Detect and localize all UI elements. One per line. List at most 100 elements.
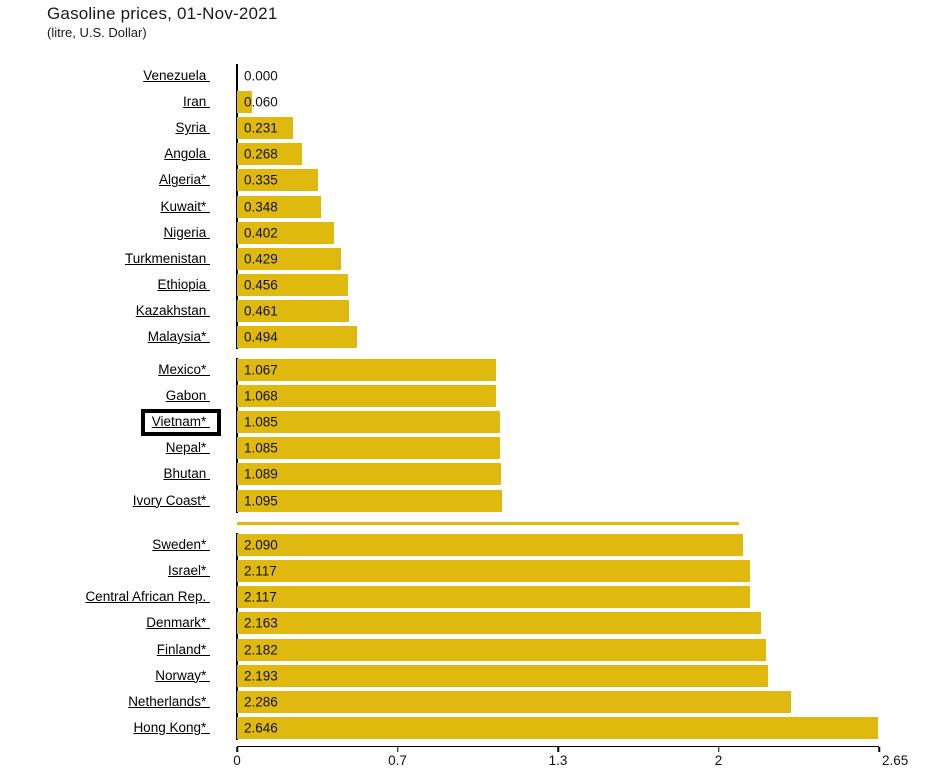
chart-row-venezuela: Venezuela 0.000 (0, 63, 933, 89)
bar-cell: 1.067 (237, 357, 879, 383)
country-link-netherlands[interactable]: Netherlands* (128, 693, 210, 709)
chart-row-hong-kong: Hong Kong* 2.646 (0, 715, 933, 741)
country-link-ethiopia[interactable]: Ethiopia (157, 276, 210, 292)
country-link-finland[interactable]: Finland* (156, 641, 210, 657)
bar-groups: Venezuela 0.000 Iran 0.060 Syria 0.231 Ango… (0, 63, 933, 741)
chart-row-central-african-rep: Central African Rep. 2.117 (0, 584, 933, 610)
country-link-gabon[interactable]: Gabon (165, 388, 210, 404)
bar-cell: 2.117 (237, 558, 879, 584)
bar-value: 2.182 (244, 642, 278, 658)
chart-title: Gasoline prices, 01-Nov-2021 (47, 4, 278, 23)
country-link-vietnam[interactable]: Vietnam* (140, 408, 221, 436)
label-cell: Norway* (0, 667, 237, 685)
country-link-malaysia[interactable]: Malaysia* (147, 328, 210, 344)
label-cell: Vietnam* (0, 408, 237, 436)
country-link-turkmenistan[interactable]: Turkmenistan (124, 250, 210, 266)
country-link-ivory-coast[interactable]: Ivory Coast* (132, 492, 210, 508)
chart-row-bhutan: Bhutan 1.089 (0, 461, 933, 487)
country-link-mexico[interactable]: Mexico* (158, 362, 210, 378)
bar-cell: 1.068 (237, 383, 879, 409)
bar-nepal (237, 437, 500, 460)
bar-value: 1.068 (244, 388, 278, 404)
label-cell: Syria (0, 119, 237, 137)
bar-israel (237, 560, 750, 583)
bar-cell: 2.090 (237, 532, 879, 558)
country-link-norway[interactable]: Norway* (155, 667, 210, 683)
bar-cell: 2.286 (237, 689, 879, 715)
bar-central-african-rep (237, 586, 750, 609)
country-link-nepal[interactable]: Nepal* (165, 440, 210, 456)
country-link-central-african-rep[interactable]: Central African Rep. (85, 589, 210, 605)
country-link-hong-kong[interactable]: Hong Kong* (133, 719, 210, 735)
country-link-sweden[interactable]: Sweden* (152, 537, 210, 553)
label-cell: Bhutan (0, 465, 237, 483)
bar-ivory-coast (237, 489, 503, 512)
label-cell: Algeria* (0, 171, 237, 189)
label-cell: Netherlands* (0, 693, 237, 711)
bar-value: 0.429 (244, 251, 278, 267)
bar-cell: 0.231 (237, 115, 879, 141)
country-link-kazakhstan[interactable]: Kazakhstan (135, 302, 210, 318)
bar-cell: 0.348 (237, 193, 879, 219)
country-link-kuwait[interactable]: Kuwait* (160, 198, 210, 214)
bar-cell: 1.085 (237, 409, 879, 435)
label-cell: Kazakhstan (0, 302, 237, 320)
label-cell: Hong Kong* (0, 719, 237, 737)
bar-value: 0.402 (244, 225, 278, 241)
label-cell: Israel* (0, 562, 237, 580)
bar-value: 0.268 (244, 146, 278, 162)
chart-subtitle: (litre, U.S. Dollar) (47, 25, 147, 40)
country-link-bhutan[interactable]: Bhutan (163, 466, 210, 482)
bar-cell: 0.335 (237, 167, 879, 193)
country-link-syria[interactable]: Syria (175, 120, 210, 136)
country-link-algeria[interactable]: Algeria* (158, 172, 210, 188)
bar-cell: 2.163 (237, 610, 879, 636)
bar-value: 2.193 (244, 668, 278, 684)
label-cell: Nigeria (0, 224, 237, 242)
bar-norway (237, 664, 769, 687)
chart-row-turkmenistan: Turkmenistan 0.429 (0, 246, 933, 272)
bar-gabon (237, 385, 496, 408)
bar-value: 0.231 (244, 120, 278, 136)
chart-row-angola: Angola 0.268 (0, 141, 933, 167)
bar-cell: 0.000 (237, 63, 879, 89)
chart-row-nigeria: Nigeria 0.402 (0, 220, 933, 246)
label-cell: Central African Rep. (0, 588, 237, 606)
chart-row-ethiopia: Ethiopia 0.456 (0, 272, 933, 298)
country-link-venezuela[interactable]: Venezuela (143, 68, 210, 84)
label-cell: Denmark* (0, 614, 237, 632)
bar-cell: 1.095 (237, 488, 879, 514)
label-cell: Sweden* (0, 536, 237, 554)
bar-angola (237, 143, 302, 166)
bar-cell: 2.193 (237, 663, 879, 689)
bar-cell: 0.268 (237, 141, 879, 167)
bar-value: 2.090 (244, 537, 278, 553)
country-link-israel[interactable]: Israel* (167, 563, 210, 579)
x-tick-2 (717, 746, 720, 752)
label-cell: Turkmenistan (0, 250, 237, 268)
bar-value: 2.646 (244, 720, 278, 736)
label-cell: Ethiopia (0, 276, 237, 294)
country-link-nigeria[interactable]: Nigeria (163, 224, 210, 240)
chart-row-norway: Norway* 2.193 (0, 663, 933, 689)
label-cell: Kuwait* (0, 198, 237, 216)
bar-value: 0.461 (244, 303, 278, 319)
bar-mexico (237, 359, 496, 382)
chart-row-iran: Iran 0.060 (0, 89, 933, 115)
bar-cell: 1.085 (237, 435, 879, 461)
country-link-denmark[interactable]: Denmark* (146, 615, 210, 631)
country-link-angola[interactable]: Angola (164, 146, 210, 162)
bar-value: 1.089 (244, 466, 278, 482)
bar-vietnam (237, 411, 500, 434)
bar-cell: 1.089 (237, 461, 879, 487)
bar-value: 0.456 (244, 277, 278, 293)
label-cell: Malaysia* (0, 328, 237, 346)
bar-group-1: Venezuela 0.000 Iran 0.060 Syria 0.231 Ango… (0, 63, 933, 350)
bar-ethiopia (237, 273, 348, 296)
x-tick-0-7 (396, 746, 399, 752)
bar-bhutan (237, 463, 501, 486)
separator-bar (237, 521, 739, 526)
bar-cell: 0.461 (237, 298, 879, 324)
country-link-iran[interactable]: Iran (182, 94, 210, 110)
label-cell: Ivory Coast* (0, 492, 237, 510)
